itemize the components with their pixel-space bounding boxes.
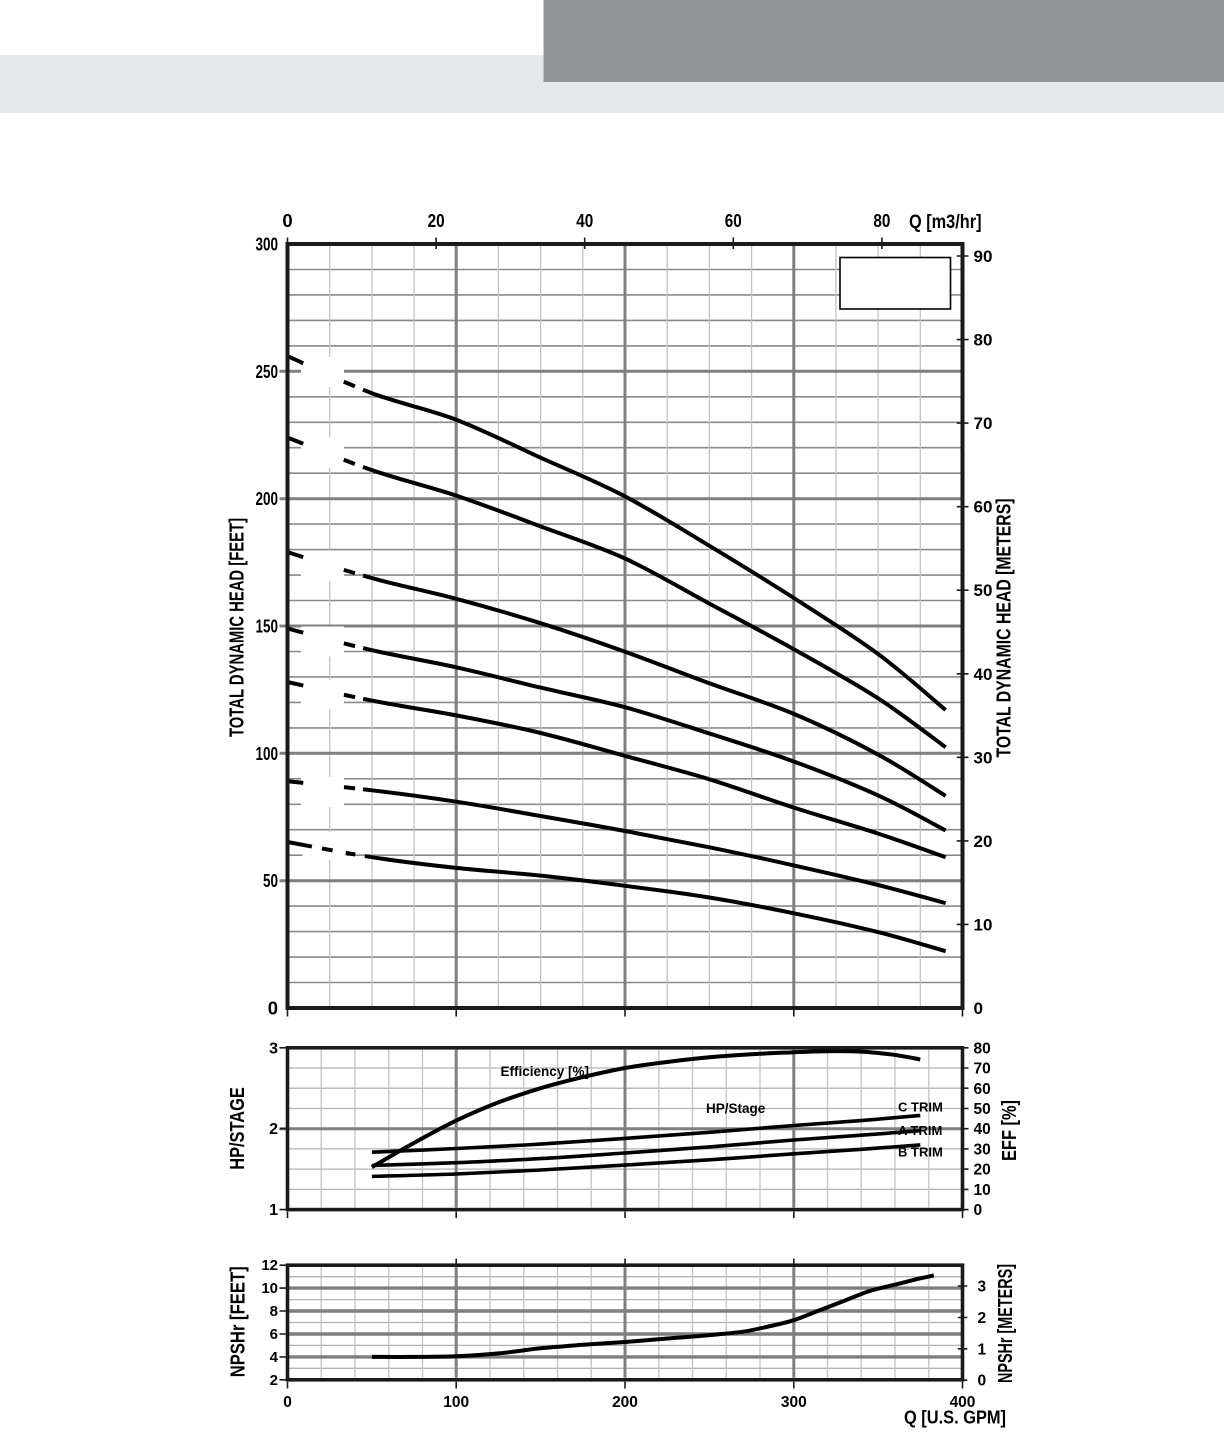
svg-text:20: 20 — [428, 210, 445, 231]
svg-text:TOTAL DYNAMIC HEAD [FEET]: TOTAL DYNAMIC HEAD [FEET] — [227, 518, 249, 737]
svg-text:EFF [%]: EFF [%] — [999, 1100, 1021, 1161]
svg-text:Q [m3/hr]: Q [m3/hr] — [909, 212, 982, 233]
svg-text:200: 200 — [612, 1394, 638, 1411]
svg-text:70: 70 — [974, 1061, 991, 1078]
svg-text:80: 80 — [974, 1040, 991, 1057]
svg-text:100: 100 — [443, 1394, 469, 1411]
svg-text:Efficiency [%]: Efficiency [%] — [501, 1064, 590, 1079]
svg-text:Q [U.S. GPM]: Q [U.S. GPM] — [904, 1407, 1006, 1428]
svg-text:6: 6 — [270, 1326, 278, 1343]
svg-text:0: 0 — [974, 1202, 983, 1219]
svg-text:60: 60 — [974, 498, 993, 517]
svg-text:100: 100 — [256, 743, 279, 764]
svg-text:10: 10 — [261, 1280, 278, 1297]
svg-text:10: 10 — [974, 1182, 991, 1199]
svg-text:20: 20 — [974, 832, 993, 851]
svg-text:80: 80 — [974, 331, 993, 350]
svg-text:3: 3 — [978, 1279, 987, 1296]
svg-text:250: 250 — [256, 361, 279, 382]
svg-text:NPSHr [METERS]: NPSHr [METERS] — [995, 1264, 1017, 1383]
svg-text:0: 0 — [283, 1394, 292, 1411]
svg-text:80: 80 — [873, 210, 890, 231]
svg-text:40: 40 — [576, 210, 593, 231]
svg-text:200: 200 — [256, 488, 279, 509]
svg-text:300: 300 — [256, 234, 279, 255]
svg-text:1: 1 — [269, 1202, 278, 1219]
svg-text:40: 40 — [974, 1121, 991, 1138]
svg-text:HP/STAGE: HP/STAGE — [227, 1087, 249, 1170]
svg-text:B TRIM: B TRIM — [898, 1145, 943, 1160]
svg-text:2: 2 — [269, 1121, 278, 1138]
svg-text:2: 2 — [270, 1372, 278, 1389]
svg-text:60: 60 — [725, 210, 742, 231]
svg-text:2: 2 — [978, 1310, 987, 1327]
svg-text:1: 1 — [978, 1341, 987, 1358]
svg-text:0: 0 — [974, 999, 983, 1018]
svg-text:12: 12 — [261, 1257, 278, 1274]
svg-text:30: 30 — [974, 1141, 991, 1158]
svg-text:300: 300 — [781, 1394, 807, 1411]
svg-text:C TRIM: C TRIM — [898, 1100, 943, 1115]
svg-text:0: 0 — [978, 1373, 987, 1390]
svg-text:NPSHr [FEET]: NPSHr [FEET] — [228, 1266, 250, 1377]
svg-text:10: 10 — [974, 915, 993, 934]
svg-text:HP/Stage: HP/Stage — [706, 1101, 766, 1116]
svg-text:8: 8 — [270, 1303, 278, 1320]
svg-text:20: 20 — [974, 1162, 991, 1179]
svg-text:0: 0 — [282, 210, 292, 231]
svg-text:0: 0 — [268, 998, 278, 1019]
svg-text:50: 50 — [974, 581, 993, 600]
svg-text:TOTAL DYNAMIC HEAD [METERS]: TOTAL DYNAMIC HEAD [METERS] — [994, 499, 1016, 758]
svg-text:4: 4 — [270, 1349, 279, 1366]
svg-text:30: 30 — [974, 748, 993, 767]
svg-text:3: 3 — [269, 1040, 278, 1057]
svg-text:400: 400 — [950, 1394, 976, 1411]
svg-text:60: 60 — [974, 1081, 991, 1098]
svg-text:40: 40 — [974, 665, 993, 684]
svg-text:50: 50 — [263, 870, 278, 891]
svg-text:150: 150 — [256, 616, 279, 637]
svg-text:A TRIM: A TRIM — [898, 1123, 942, 1138]
svg-text:90: 90 — [974, 247, 993, 266]
svg-text:50: 50 — [974, 1101, 991, 1118]
svg-text:70: 70 — [974, 414, 993, 433]
